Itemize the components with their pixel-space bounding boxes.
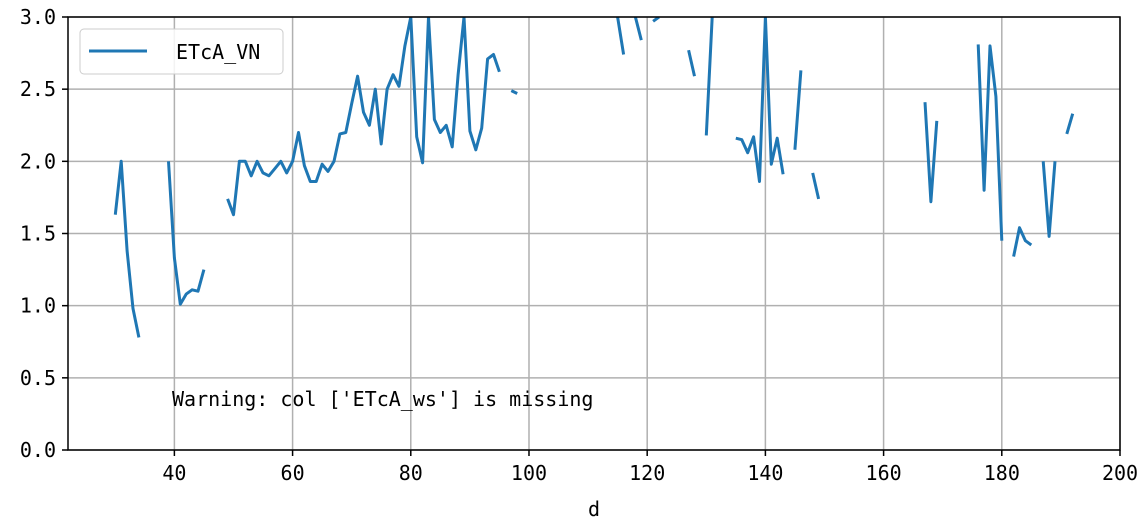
x-tick-label: 200 — [1102, 461, 1138, 485]
x-tick-label: 160 — [866, 461, 902, 485]
grid — [68, 16, 1121, 451]
y-tick-label: 1.5 — [20, 222, 56, 246]
x-tick-label: 140 — [747, 461, 783, 485]
series-layer — [113, 17, 1075, 338]
x-tick-label: 100 — [511, 461, 547, 485]
y-tick-label: 1.0 — [20, 294, 56, 318]
x-axis-label: d — [588, 497, 600, 520]
legend: ETcA_VN — [79, 28, 284, 75]
x-tick-label: 120 — [629, 461, 665, 485]
y-tick-label: 0.5 — [20, 366, 56, 390]
y-tick-label: 2.5 — [20, 77, 56, 101]
y-tick-label: 0.0 — [20, 438, 56, 462]
y-tick-label: 2.0 — [20, 149, 56, 173]
annotation-text: Warning: col ['ETcA_ws'] is missing — [172, 387, 593, 411]
axis-ticks: 40 60 80 100 120 140 160 180 200 0.0 0.5 1.0 1.5 2.0 2… — [20, 5, 1138, 485]
x-tick-label: 60 — [281, 461, 305, 485]
y-tick-label: 3.0 — [20, 5, 56, 29]
x-tick-label: 180 — [984, 461, 1020, 485]
x-tick-label: 40 — [162, 461, 186, 485]
series-line-etca-vn — [113, 17, 1075, 338]
x-tick-label: 80 — [399, 461, 423, 485]
legend-label: ETcA_VN — [176, 40, 260, 64]
legend-box — [79, 28, 284, 75]
